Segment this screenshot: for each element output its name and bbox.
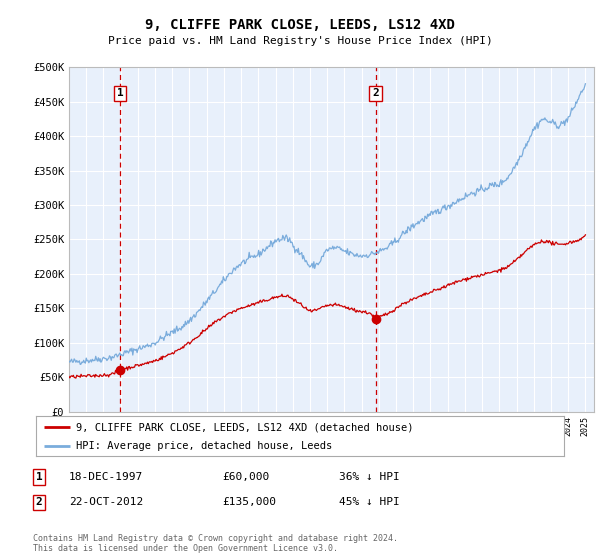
Text: 45% ↓ HPI: 45% ↓ HPI bbox=[339, 497, 400, 507]
Text: Contains HM Land Registry data © Crown copyright and database right 2024.
This d: Contains HM Land Registry data © Crown c… bbox=[33, 534, 398, 553]
Text: £135,000: £135,000 bbox=[222, 497, 276, 507]
Text: 18-DEC-1997: 18-DEC-1997 bbox=[69, 472, 143, 482]
Text: 2: 2 bbox=[35, 497, 43, 507]
Text: 1: 1 bbox=[116, 88, 124, 99]
Text: 9, CLIFFE PARK CLOSE, LEEDS, LS12 4XD (detached house): 9, CLIFFE PARK CLOSE, LEEDS, LS12 4XD (d… bbox=[76, 422, 413, 432]
Text: 1: 1 bbox=[35, 472, 43, 482]
Text: £60,000: £60,000 bbox=[222, 472, 269, 482]
Text: 2: 2 bbox=[372, 88, 379, 99]
Text: 22-OCT-2012: 22-OCT-2012 bbox=[69, 497, 143, 507]
Text: HPI: Average price, detached house, Leeds: HPI: Average price, detached house, Leed… bbox=[76, 441, 332, 451]
Text: 36% ↓ HPI: 36% ↓ HPI bbox=[339, 472, 400, 482]
Text: 9, CLIFFE PARK CLOSE, LEEDS, LS12 4XD: 9, CLIFFE PARK CLOSE, LEEDS, LS12 4XD bbox=[145, 18, 455, 32]
Text: Price paid vs. HM Land Registry's House Price Index (HPI): Price paid vs. HM Land Registry's House … bbox=[107, 36, 493, 46]
